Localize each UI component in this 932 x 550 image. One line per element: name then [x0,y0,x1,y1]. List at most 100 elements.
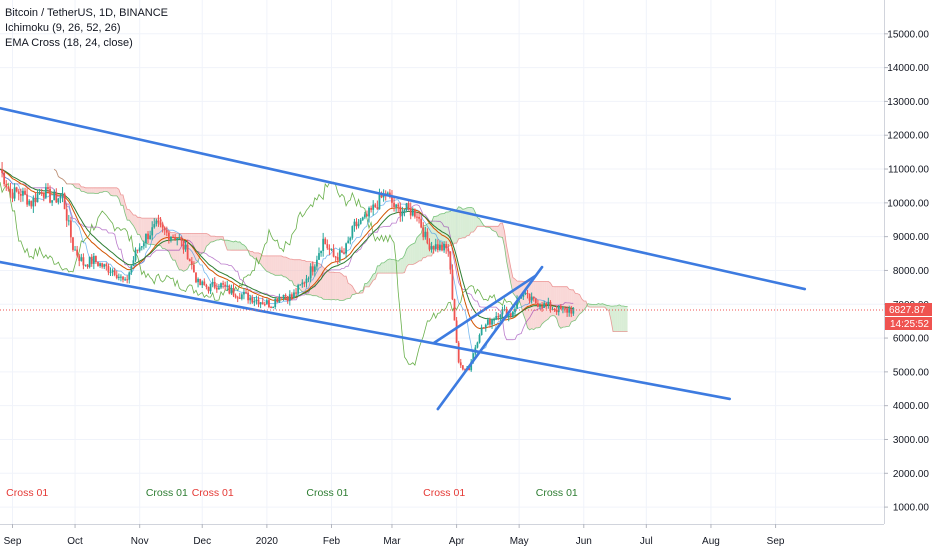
candle-body [347,240,350,244]
candle-body [147,233,149,240]
candle-body [63,193,66,210]
cloud-segment [120,194,124,206]
y-tick-label: 5000.00 [893,367,930,378]
cloud-segment [243,245,247,251]
candle-body [509,313,512,317]
candle-body [153,224,156,228]
candle-body [566,308,568,313]
cloud-segment [110,187,113,196]
candle-body [15,187,18,192]
cloud-segment [306,261,309,295]
cloud-segment [610,306,613,332]
symbol-title[interactable]: Bitcoin / TetherUS, 1D, BINANCE [5,7,169,19]
candle-body [130,265,133,273]
candle-body [547,301,550,305]
candle-body [301,282,304,285]
cloud-segment [293,259,297,287]
candle-body [195,272,197,283]
candle-body [478,334,481,343]
cloud-segment [575,293,578,321]
candle-body [386,192,389,195]
candle-body [374,204,377,208]
time-axis[interactable]: Sep Oct Nov Dec 2020 Feb Mar Apr May Jun Jul Aug Sep [4,524,785,547]
candle-body [451,269,454,300]
cloud-segment [419,233,422,261]
trend-lines[interactable] [0,106,807,411]
candle-body [303,282,306,284]
cloud-segment [235,240,238,251]
x-tick-label: Mar [383,536,401,547]
candle-body [247,292,250,301]
cloud-segment [191,233,194,265]
price-axis[interactable]: 15000.00 14000.00 13000.00 12000.00 11000.00… [884,29,930,514]
candle-body [334,256,337,258]
candle-body [388,192,391,196]
cloud-segment [456,206,459,244]
cloud-segment [552,286,555,316]
candle-body [489,319,491,325]
cloud-segment [450,208,453,246]
candle-body [26,194,29,205]
candle-body [220,283,222,288]
candle-body [159,222,162,225]
cloud-segment [462,208,465,238]
ichimoku-legend[interactable]: Ichimoku (9, 26, 52, 26) [5,22,121,34]
candle-body [178,237,181,239]
candle-body [568,309,571,313]
candle-body [537,303,539,307]
candle-body [42,193,45,198]
cloud-segment [494,226,497,233]
candle-body [472,353,475,362]
cloud-segment [542,281,545,324]
candle-body [276,299,279,303]
candle-body [401,211,404,216]
candle-body [174,237,177,240]
candle-body [378,194,381,210]
cloud-segment [185,233,188,271]
candle-body [47,187,49,189]
cross-label: Cross 01 [6,487,48,499]
cloud-segment [458,206,461,239]
candle-body [172,236,174,238]
cloud-segment [364,283,367,287]
cloud-segment [377,265,380,274]
candle-body [226,285,229,287]
candle-body [7,186,10,189]
candle-body [351,226,354,238]
trend-line[interactable] [0,106,807,291]
candle-body [432,246,435,250]
ema-cross-legend[interactable]: EMA Cross (18, 24, close) [5,37,133,49]
cloud-segment [85,187,88,194]
candle-body [188,259,191,262]
cloud-segment [590,304,593,308]
candle-body [514,308,516,312]
candle-body [209,283,212,292]
trend-line[interactable] [432,274,538,345]
y-tick-label: 12000.00 [887,131,929,142]
cloud-segment [621,306,624,332]
candle-body [9,188,12,193]
candle-body [251,297,254,303]
cloud-segment [337,272,340,301]
candle-body [5,184,8,187]
candle-body [434,244,437,250]
cloud-segment [296,259,299,288]
candle-body [107,266,110,273]
cloud-segment [275,255,278,276]
ema-cross-labels: Cross 01 Cross 01 Cross 01 Cross 01 Cross 01… [6,487,578,499]
candle-body [280,297,283,299]
candle-body [211,281,214,284]
x-tick-label: Nov [131,536,149,547]
cloud-segment [477,217,480,227]
candle-body [330,248,333,250]
cloud-segment [625,306,628,332]
candle-body [553,309,556,311]
cloud-segment [323,267,326,300]
trend-line[interactable] [436,265,544,411]
trend-line[interactable] [0,260,732,401]
candle-body [497,316,500,318]
candle-body [142,243,145,247]
candle-body [528,293,531,301]
cloud-segment [414,237,417,264]
